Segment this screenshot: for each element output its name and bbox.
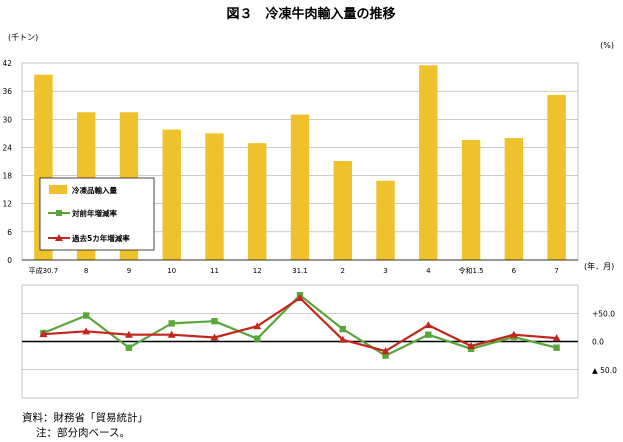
legend-label-yoy: 対前年増減率 bbox=[71, 208, 117, 218]
bar-y-tick-label: 36 bbox=[2, 87, 12, 96]
bar-6 bbox=[290, 114, 310, 260]
x-tick-label: 12 bbox=[253, 267, 262, 275]
bar-4 bbox=[205, 133, 224, 260]
series-1-point-6 bbox=[296, 293, 304, 301]
series-0-point-5 bbox=[254, 335, 261, 342]
series-0-point-12 bbox=[553, 344, 560, 351]
x-tick-label: 平成30.7 bbox=[29, 266, 59, 275]
series-1-point-0 bbox=[39, 330, 48, 338]
series-1-point-10 bbox=[467, 342, 476, 350]
x-tick-label: 令和1.5 bbox=[459, 266, 484, 275]
right-axis-unit: (%) bbox=[600, 41, 614, 50]
legend-swatch-bar bbox=[49, 185, 67, 194]
series-1-point-4 bbox=[210, 333, 219, 341]
bar-y-tick-labels: 0 6 12 18 24 30 36 42 bbox=[2, 59, 12, 265]
bar-7 bbox=[333, 161, 352, 260]
line-series bbox=[39, 291, 561, 359]
legend: 冷凍品輸入量 対前年増減率 過去5カ年増減率 bbox=[39, 177, 155, 251]
bar-y-tick-label: 30 bbox=[2, 115, 12, 124]
source-note: 資料：財務省「貿易統計」 bbox=[22, 411, 148, 424]
x-tick-label: 7 bbox=[554, 267, 558, 275]
bar-12 bbox=[547, 94, 566, 261]
series-0-point-3 bbox=[168, 320, 175, 327]
x-tick-label: 10 bbox=[167, 267, 176, 275]
x-tick-labels: 平成30.7 8 9 10 11 12 31.1 2 3 4 令和1.5 6 7 bbox=[29, 266, 559, 275]
legend-label-avg5: 過去5カ年増減率 bbox=[72, 233, 130, 243]
line-y-tick-labels: +50.0 0.0 ▲ 50.0 bbox=[592, 309, 617, 375]
bar-y-tick-label: 24 bbox=[2, 143, 12, 152]
series-0-point-9 bbox=[425, 331, 432, 338]
bar-y-tick-label: 42 bbox=[2, 59, 12, 68]
legend-marker-yoy bbox=[56, 210, 62, 216]
x-tick-label: 8 bbox=[84, 267, 88, 275]
series-0-point-1 bbox=[82, 312, 90, 319]
series-1-point-9 bbox=[424, 321, 433, 329]
chart-title: 図３ 冷凍牛肉輸入量の推移 bbox=[226, 6, 395, 22]
left-axis-unit: (千トン) bbox=[8, 32, 38, 42]
bar-5 bbox=[248, 143, 267, 260]
line-plot: +50.0 0.0 ▲ 50.0 bbox=[21, 284, 617, 399]
footnote: 注：部分肉ベース。 bbox=[36, 426, 130, 439]
bar-y-tick-label: 18 bbox=[2, 172, 12, 181]
series-1-point-5 bbox=[253, 322, 262, 330]
bar-11 bbox=[504, 138, 524, 260]
series-0-point-4 bbox=[211, 317, 218, 325]
bar-9 bbox=[419, 65, 438, 260]
bar-y-tick-label: 6 bbox=[7, 228, 12, 237]
legend-label-bar: 冷凍品輸入量 bbox=[72, 185, 117, 195]
x-axis-unit: (年．月) bbox=[584, 261, 614, 271]
x-tick-label: 2 bbox=[341, 267, 345, 275]
x-tick-label: 11 bbox=[210, 267, 219, 275]
line-y-tick-label: +50.0 bbox=[592, 309, 615, 318]
series-1-point-2 bbox=[124, 330, 133, 338]
x-tick-label: 3 bbox=[383, 267, 387, 275]
series-1-point-8 bbox=[381, 347, 390, 355]
series-1-point-12 bbox=[552, 334, 561, 342]
x-tick-label: 6 bbox=[512, 267, 517, 275]
bar-3 bbox=[162, 129, 181, 260]
bar-10 bbox=[461, 139, 481, 260]
x-tick-label: 31.1 bbox=[292, 267, 308, 275]
bar-y-tick-label: 0 bbox=[7, 256, 12, 265]
bar-plot: 0 6 12 18 24 30 36 42 平成30.7 8 9 10 11 12 31.1 2 3 4 令和1.… bbox=[2, 59, 579, 275]
bar-y-tick-label: 12 bbox=[2, 200, 12, 209]
legend-marker-avg5 bbox=[55, 234, 63, 241]
line-y-tick-label: ▲ 50.0 bbox=[592, 366, 617, 375]
series-1-point-3 bbox=[167, 330, 176, 338]
series-1-point-7 bbox=[338, 335, 347, 343]
series-0-point-8 bbox=[382, 352, 389, 359]
series-1-point-11 bbox=[509, 330, 518, 338]
bar-8 bbox=[376, 180, 395, 260]
line-y-tick-label: 0.0 bbox=[592, 338, 604, 347]
series-0-point-7 bbox=[339, 325, 346, 333]
series-1-point-1 bbox=[82, 327, 91, 335]
x-tick-label: 9 bbox=[127, 267, 131, 275]
series-0-point-2 bbox=[125, 344, 133, 351]
x-tick-label: 4 bbox=[426, 267, 431, 275]
